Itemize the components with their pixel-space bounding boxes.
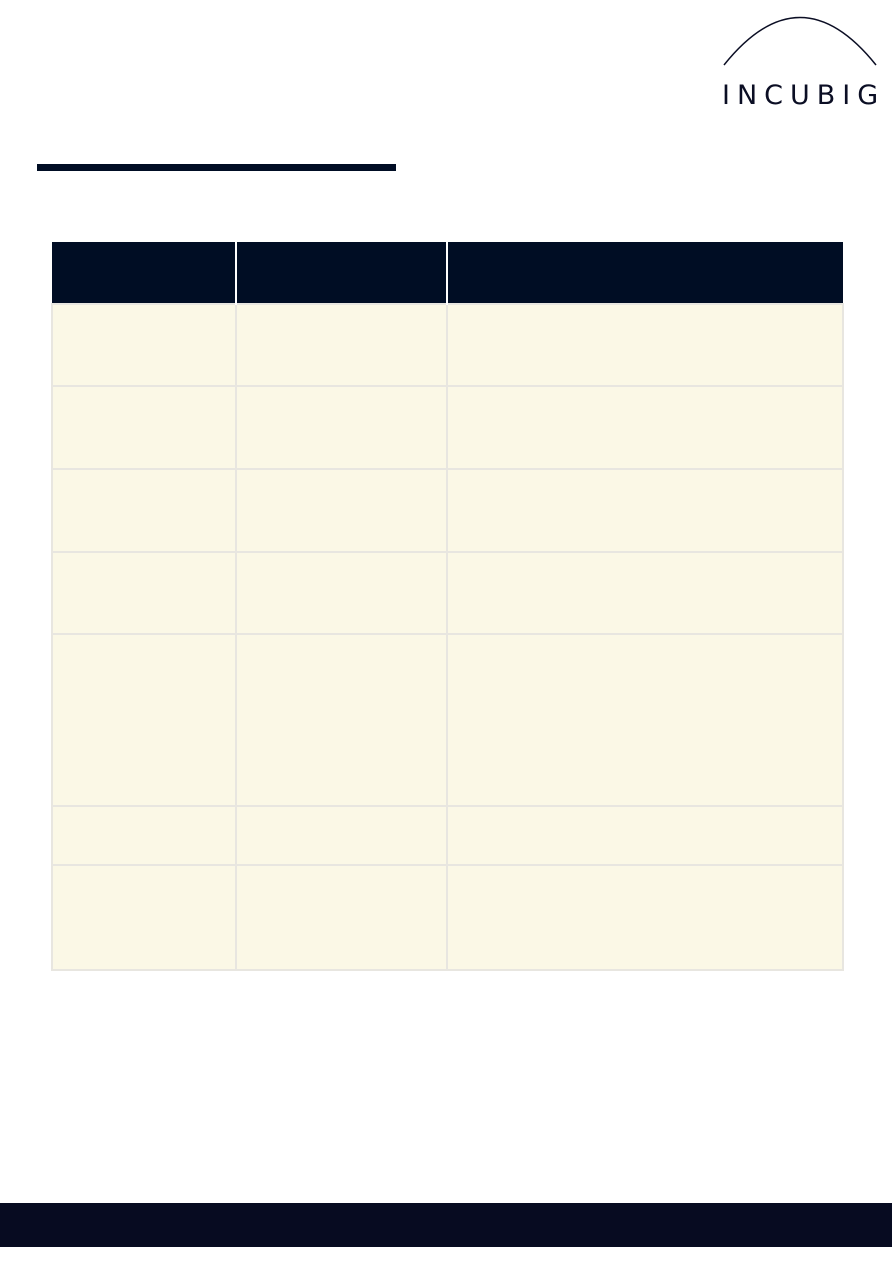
table-cell bbox=[51, 385, 237, 470]
table-cell bbox=[235, 633, 448, 807]
table-cell bbox=[51, 864, 237, 971]
table-cell bbox=[446, 633, 844, 807]
table-cell bbox=[51, 633, 237, 807]
logo-text: INCUBIG bbox=[722, 80, 886, 111]
table-row bbox=[51, 551, 844, 635]
table-cell bbox=[446, 468, 844, 553]
table-cell bbox=[51, 551, 237, 635]
footer-bar bbox=[0, 1203, 892, 1247]
table-row bbox=[51, 385, 844, 470]
table-row bbox=[51, 303, 844, 387]
data-table bbox=[51, 242, 844, 971]
table-cell bbox=[446, 551, 844, 635]
table-row bbox=[51, 468, 844, 553]
incubig-logo: INCUBIG bbox=[718, 10, 884, 110]
column-header-3 bbox=[447, 242, 843, 304]
logo-arc-icon bbox=[723, 16, 877, 66]
table-header-row bbox=[52, 242, 843, 304]
table-cell bbox=[446, 303, 844, 387]
table-row bbox=[51, 864, 844, 971]
title-underline bbox=[37, 164, 396, 171]
table-cell bbox=[235, 864, 448, 971]
table-cell bbox=[51, 468, 237, 553]
table-row bbox=[51, 633, 844, 807]
table-row bbox=[51, 805, 844, 866]
table-cell bbox=[446, 385, 844, 470]
table-cell bbox=[235, 385, 448, 470]
table-cell bbox=[235, 468, 448, 553]
table-cell bbox=[235, 303, 448, 387]
column-header-1 bbox=[52, 242, 237, 304]
table-cell bbox=[235, 805, 448, 866]
table-cell bbox=[235, 551, 448, 635]
table-cell bbox=[51, 805, 237, 866]
table-cell bbox=[446, 805, 844, 866]
column-header-2 bbox=[236, 242, 448, 304]
table-cell bbox=[446, 864, 844, 971]
table-cell bbox=[51, 303, 237, 387]
